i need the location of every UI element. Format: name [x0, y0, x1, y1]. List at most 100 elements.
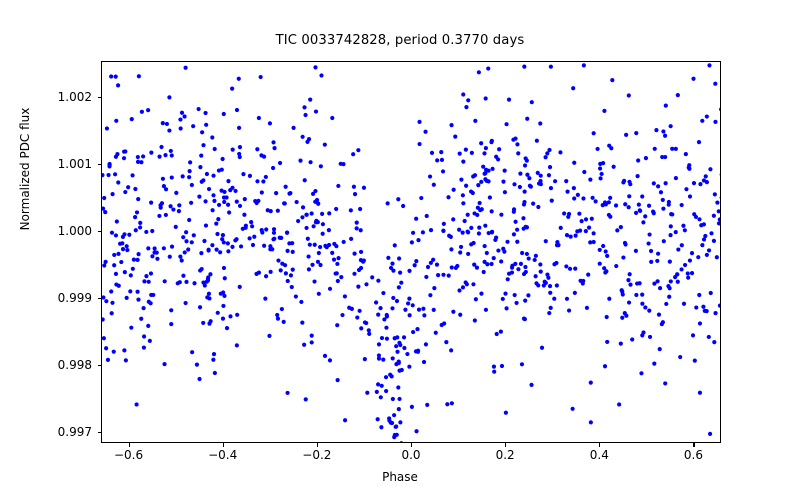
data-point [558, 225, 563, 230]
data-point [626, 278, 631, 283]
data-point [564, 179, 569, 184]
data-point [618, 341, 623, 346]
data-point [403, 307, 408, 312]
data-point [293, 294, 298, 299]
data-point [313, 220, 319, 225]
y-tick-mark [97, 230, 101, 232]
data-point [106, 172, 111, 178]
data-point [391, 268, 396, 273]
data-point [116, 180, 121, 185]
data-point [411, 329, 416, 335]
data-point [136, 251, 141, 257]
data-point [482, 259, 487, 264]
data-point [697, 292, 702, 298]
data-point [712, 192, 717, 197]
data-point [210, 243, 215, 248]
data-point [567, 266, 573, 271]
data-point [384, 325, 389, 330]
data-point [139, 316, 144, 321]
data-point [554, 283, 559, 288]
data-point [136, 74, 141, 79]
x-tick-mark [599, 443, 601, 447]
data-point [120, 247, 126, 252]
data-point [646, 203, 652, 208]
data-point [203, 199, 208, 204]
data-point [174, 190, 179, 195]
data-point [691, 181, 697, 186]
data-point [487, 195, 492, 200]
data-point [282, 263, 288, 268]
data-point [211, 193, 216, 198]
data-point [458, 250, 463, 255]
data-point [102, 336, 106, 341]
data-point [661, 129, 666, 134]
data-point [663, 154, 668, 160]
data-point [276, 258, 281, 263]
data-point [234, 107, 240, 113]
data-point [258, 74, 263, 80]
data-point [598, 176, 603, 181]
data-point [169, 153, 174, 158]
data-point [330, 250, 335, 255]
data-point [264, 227, 269, 232]
data-point [215, 310, 220, 315]
data-point [457, 151, 462, 156]
data-point [601, 243, 606, 249]
data-point [707, 431, 713, 436]
data-point [552, 296, 557, 301]
data-point [515, 142, 520, 147]
data-point [704, 114, 709, 119]
data-point [517, 184, 522, 190]
data-point [657, 346, 662, 352]
data-point [469, 150, 474, 155]
data-point [211, 352, 217, 357]
data-point [597, 247, 602, 253]
data-point [109, 230, 115, 235]
data-point [271, 237, 276, 242]
data-point [128, 289, 133, 294]
data-point [316, 201, 321, 206]
data-point [157, 213, 162, 219]
data-point [351, 184, 357, 189]
data-point [200, 130, 205, 135]
data-point [627, 179, 632, 184]
data-point [407, 313, 412, 318]
data-point [527, 183, 533, 188]
data-point [497, 147, 502, 152]
data-point [660, 197, 665, 203]
data-point [713, 311, 718, 316]
data-point [513, 136, 518, 141]
data-point [588, 240, 593, 245]
data-point [302, 105, 307, 110]
data-point [116, 251, 121, 256]
data-point [538, 262, 543, 267]
data-point [570, 406, 575, 411]
data-point [708, 290, 713, 296]
data-point [662, 133, 668, 138]
data-point [709, 231, 714, 236]
data-point [242, 197, 247, 202]
data-point [461, 201, 466, 206]
data-point [649, 259, 654, 264]
data-point [687, 166, 692, 171]
data-point [466, 98, 471, 103]
data-point [352, 251, 357, 256]
data-point [247, 236, 252, 241]
data-point [476, 231, 482, 236]
data-point [340, 312, 345, 318]
data-point [307, 242, 312, 247]
data-point [182, 250, 187, 255]
data-point [416, 237, 421, 243]
data-point [521, 216, 526, 221]
data-point [419, 195, 424, 201]
data-point [482, 171, 487, 176]
data-point [168, 204, 173, 209]
data-point [163, 187, 169, 192]
data-point [202, 283, 207, 288]
data-point [151, 292, 156, 298]
data-point [263, 274, 269, 279]
data-point [207, 321, 212, 326]
data-point [502, 168, 507, 173]
data-point [202, 238, 207, 244]
data-point [164, 121, 170, 127]
